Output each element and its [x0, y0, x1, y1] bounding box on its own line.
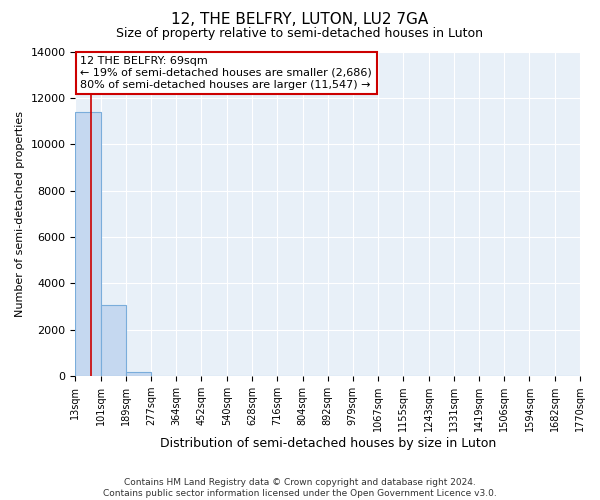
Bar: [76, 112, 101, 376]
Text: 12, THE BELFRY, LUTON, LU2 7GA: 12, THE BELFRY, LUTON, LU2 7GA: [172, 12, 428, 28]
Text: Size of property relative to semi-detached houses in Luton: Size of property relative to semi-detach…: [116, 28, 484, 40]
Bar: [101, 306, 126, 376]
Y-axis label: Number of semi-detached properties: Number of semi-detached properties: [15, 111, 25, 317]
Text: 12 THE BELFRY: 69sqm
← 19% of semi-detached houses are smaller (2,686)
80% of se: 12 THE BELFRY: 69sqm ← 19% of semi-detac…: [80, 56, 372, 90]
X-axis label: Distribution of semi-detached houses by size in Luton: Distribution of semi-detached houses by …: [160, 437, 496, 450]
Text: Contains HM Land Registry data © Crown copyright and database right 2024.
Contai: Contains HM Land Registry data © Crown c…: [103, 478, 497, 498]
Bar: [126, 372, 151, 376]
